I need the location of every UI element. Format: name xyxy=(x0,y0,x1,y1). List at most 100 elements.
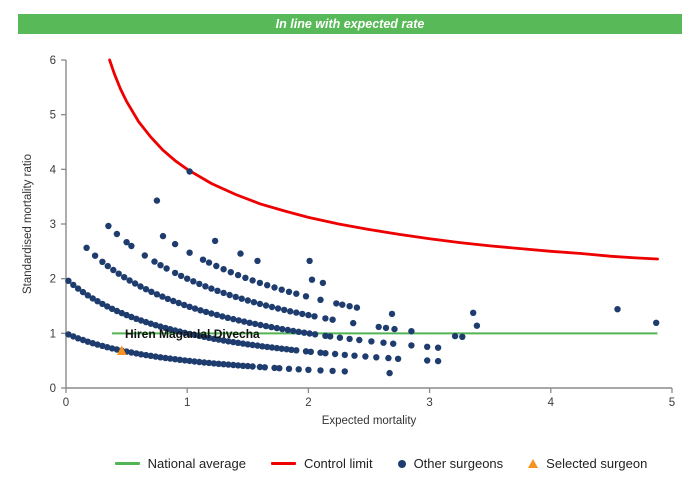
other-surgeon-point[interactable] xyxy=(171,240,179,248)
other-surgeon-point[interactable] xyxy=(167,355,174,362)
other-surgeon-point[interactable] xyxy=(133,350,140,357)
other-surgeon-point[interactable] xyxy=(213,262,220,270)
other-surgeon-point[interactable] xyxy=(386,369,393,377)
other-surgeon-point[interactable] xyxy=(141,252,148,259)
other-surgeon-point[interactable] xyxy=(356,336,363,344)
other-surgeon-point[interactable] xyxy=(470,309,477,316)
other-surgeon-point[interactable] xyxy=(225,338,232,345)
other-surgeon-point[interactable] xyxy=(391,325,398,333)
other-surgeon-point[interactable] xyxy=(311,313,318,320)
other-surgeon-point[interactable] xyxy=(305,366,312,373)
other-surgeon-point[interactable] xyxy=(382,324,390,332)
other-surgeon-point[interactable] xyxy=(249,363,256,370)
other-surgeon-point[interactable] xyxy=(262,302,270,309)
other-surgeon-point[interactable] xyxy=(249,277,256,284)
other-surgeon-point[interactable] xyxy=(220,361,227,368)
other-surgeon-point[interactable] xyxy=(159,293,166,300)
other-surgeon-point[interactable] xyxy=(208,310,215,317)
other-surgeon-point[interactable] xyxy=(614,306,621,313)
other-surgeon-point[interactable] xyxy=(113,307,121,315)
other-surgeon-point[interactable] xyxy=(317,296,324,303)
other-surgeon-point[interactable] xyxy=(244,297,251,304)
other-surgeon-point[interactable] xyxy=(273,324,281,332)
other-surgeon-point[interactable] xyxy=(271,364,278,372)
other-surgeon-point[interactable] xyxy=(305,311,312,319)
other-surgeon-point[interactable] xyxy=(89,295,96,302)
other-surgeon-point[interactable] xyxy=(249,341,256,349)
other-surgeon-point[interactable] xyxy=(137,283,144,290)
other-surgeon-point[interactable] xyxy=(336,334,344,341)
other-surgeon-point[interactable] xyxy=(118,309,126,317)
other-surgeon-point[interactable] xyxy=(362,353,369,360)
other-surgeon-point[interactable] xyxy=(301,329,308,336)
selected-surgeon-point[interactable] xyxy=(116,345,127,356)
other-surgeon-point[interactable] xyxy=(353,304,361,311)
other-surgeon-point[interactable] xyxy=(104,262,112,270)
other-surgeon-point[interactable] xyxy=(319,279,327,287)
other-surgeon-point[interactable] xyxy=(308,276,316,283)
other-surgeon-point[interactable] xyxy=(94,341,101,348)
other-surgeon-point[interactable] xyxy=(205,359,213,367)
other-surgeon-point[interactable] xyxy=(128,242,135,250)
other-surgeon-point[interactable] xyxy=(202,308,210,316)
other-surgeon-point[interactable] xyxy=(473,322,481,329)
other-surgeon-point[interactable] xyxy=(128,349,135,356)
other-surgeon-point[interactable] xyxy=(148,288,155,295)
other-surgeon-point[interactable] xyxy=(74,335,82,342)
other-surgeon-point[interactable] xyxy=(276,365,283,372)
other-surgeon-point[interactable] xyxy=(157,354,164,361)
other-surgeon-point[interactable] xyxy=(171,269,179,277)
other-surgeon-point[interactable] xyxy=(162,324,169,332)
other-surgeon-point[interactable] xyxy=(211,237,219,245)
other-surgeon-point[interactable] xyxy=(70,333,77,340)
other-surgeon-point[interactable] xyxy=(346,303,353,310)
other-surgeon-point[interactable] xyxy=(201,333,208,341)
other-surgeon-point[interactable] xyxy=(293,309,300,316)
other-surgeon-point[interactable] xyxy=(281,306,288,314)
other-surgeon-point[interactable] xyxy=(197,307,204,314)
other-surgeon-point[interactable] xyxy=(284,326,291,334)
other-surgeon-point[interactable] xyxy=(191,358,198,365)
other-surgeon-point[interactable] xyxy=(128,313,135,321)
other-surgeon-point[interactable] xyxy=(250,299,258,306)
other-surgeon-point[interactable] xyxy=(142,286,150,293)
other-surgeon-point[interactable] xyxy=(246,319,253,326)
other-surgeon-point[interactable] xyxy=(205,259,213,266)
other-surgeon-point[interactable] xyxy=(181,329,188,336)
other-surgeon-point[interactable] xyxy=(215,336,222,343)
other-surgeon-point[interactable] xyxy=(65,277,72,284)
other-surgeon-point[interactable] xyxy=(121,274,128,281)
other-surgeon-point[interactable] xyxy=(329,316,336,323)
other-surgeon-point[interactable] xyxy=(331,350,339,358)
other-surgeon-point[interactable] xyxy=(147,320,154,327)
other-surgeon-point[interactable] xyxy=(99,258,106,265)
other-surgeon-point[interactable] xyxy=(241,318,248,325)
other-surgeon-point[interactable] xyxy=(279,325,286,333)
other-surgeon-point[interactable] xyxy=(91,252,99,259)
other-surgeon-point[interactable] xyxy=(351,352,358,359)
other-surgeon-point[interactable] xyxy=(186,330,193,338)
other-surgeon-point[interactable] xyxy=(79,336,87,344)
other-surgeon-point[interactable] xyxy=(219,313,226,320)
other-surgeon-point[interactable] xyxy=(186,357,193,365)
other-surgeon-point[interactable] xyxy=(186,168,193,175)
other-surgeon-point[interactable] xyxy=(235,317,242,324)
other-surgeon-point[interactable] xyxy=(261,364,268,371)
other-surgeon-point[interactable] xyxy=(137,317,145,324)
other-surgeon-point[interactable] xyxy=(234,271,242,279)
other-surgeon-point[interactable] xyxy=(299,310,306,318)
other-surgeon-point[interactable] xyxy=(394,355,402,362)
other-surgeon-point[interactable] xyxy=(434,344,442,351)
other-surgeon-point[interactable] xyxy=(451,332,459,340)
other-surgeon-point[interactable] xyxy=(317,349,324,356)
other-surgeon-point[interactable] xyxy=(256,300,264,308)
other-surgeon-point[interactable] xyxy=(152,322,159,329)
other-surgeon-point[interactable] xyxy=(341,351,348,359)
other-surgeon-point[interactable] xyxy=(244,362,251,370)
other-surgeon-point[interactable] xyxy=(307,348,314,355)
other-surgeon-point[interactable] xyxy=(254,257,261,265)
other-surgeon-point[interactable] xyxy=(264,343,271,351)
legend-item-selected-surgeon[interactable]: Selected surgeon xyxy=(528,456,647,471)
other-surgeon-point[interactable] xyxy=(186,303,193,310)
other-surgeon-point[interactable] xyxy=(653,319,660,326)
